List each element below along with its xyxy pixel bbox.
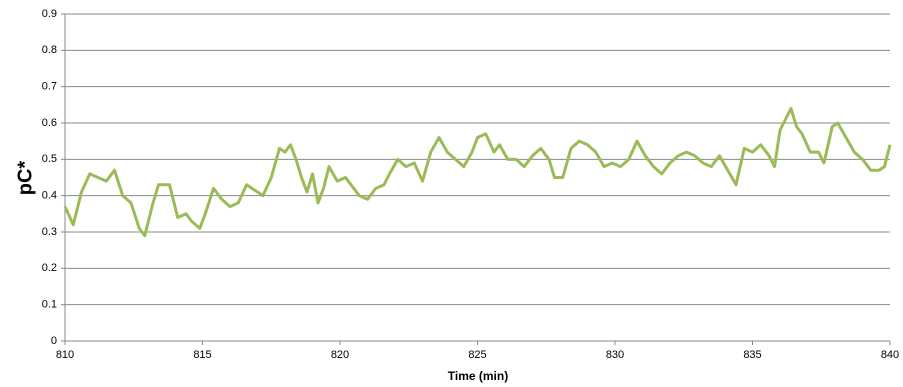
- x-tick-label: 810: [56, 349, 74, 361]
- x-tick-label: 820: [331, 349, 349, 361]
- y-axis-label: pC*: [14, 161, 36, 196]
- y-tick-label: 0: [51, 335, 57, 347]
- y-tick-label: 0.8: [42, 44, 57, 56]
- x-tick-label: 830: [606, 349, 624, 361]
- y-tick-label: 0.2: [42, 262, 57, 274]
- y-tick-label: 0.4: [42, 190, 57, 202]
- y-tick-label: 0.9: [42, 8, 57, 20]
- x-tick-label: 835: [743, 349, 761, 361]
- data-line: [63, 106, 892, 238]
- y-tick-label: 0.3: [42, 226, 57, 238]
- x-tick-label: 840: [881, 349, 899, 361]
- x-tick-label: 815: [193, 349, 211, 361]
- x-axis-label: Time (min): [448, 369, 508, 383]
- y-tick-label: 0.5: [42, 153, 57, 165]
- y-tick-label: 0.1: [42, 299, 57, 311]
- y-tick-label: 0.6: [42, 117, 57, 129]
- y-tick-label: 0.7: [42, 81, 57, 93]
- x-tick-label: 825: [468, 349, 486, 361]
